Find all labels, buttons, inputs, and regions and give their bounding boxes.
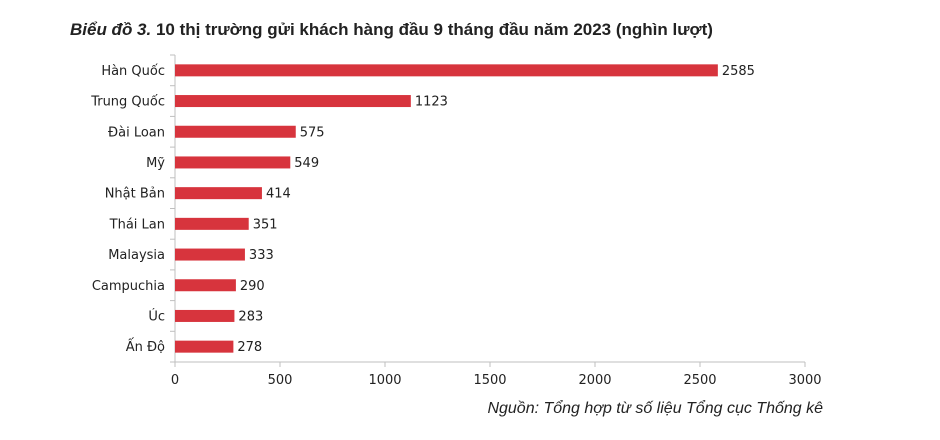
bar [175, 340, 234, 353]
chart-title-lead: Biểu đồ 3. [70, 20, 152, 39]
data-label: 278 [237, 340, 262, 355]
x-tick-label: 1500 [473, 373, 506, 388]
x-tick-label: 2000 [578, 373, 611, 388]
category-label: Malaysia [108, 248, 165, 263]
data-label: 414 [266, 187, 291, 202]
data-label: 290 [240, 279, 265, 294]
x-tick-label: 1000 [368, 373, 401, 388]
x-tick-label: 3000 [788, 373, 821, 388]
category-label: Trung Quốc [90, 95, 165, 110]
category-label: Nhật Bản [105, 187, 165, 202]
x-tick-label: 500 [268, 373, 293, 388]
bar [175, 95, 411, 108]
data-label: 333 [249, 248, 274, 263]
bar [175, 125, 296, 138]
bar [175, 156, 291, 169]
data-label: 351 [253, 217, 278, 232]
bar [175, 248, 245, 261]
x-tick-label: 2500 [683, 373, 716, 388]
category-label: Úc [148, 308, 165, 324]
source-note: Nguồn: Tổng hợp từ số liệu Tổng cục Thốn… [487, 400, 823, 417]
category-label: Campuchia [92, 279, 165, 294]
category-label: Ấn Độ [126, 338, 165, 355]
category-label: Hàn Quốc [101, 64, 165, 79]
data-label: 549 [294, 156, 319, 171]
chart-title-text: 10 thị trường gửi khách hàng đầu 9 tháng… [151, 20, 713, 39]
chart-title: Biểu đồ 3. 10 thị trường gửi khách hàng … [70, 20, 713, 40]
data-label: 1123 [415, 95, 448, 110]
data-label: 283 [238, 309, 263, 324]
bar [175, 217, 249, 230]
category-label: Thái Lan [109, 217, 165, 232]
category-label: Mỹ [146, 156, 165, 171]
bar [175, 64, 718, 77]
data-label: 2585 [722, 64, 755, 79]
category-label: Đài Loan [108, 125, 165, 140]
data-label: 575 [300, 125, 325, 140]
bar [175, 309, 235, 322]
bar [175, 279, 236, 292]
bar [175, 187, 262, 200]
x-tick-label: 0 [171, 373, 179, 388]
